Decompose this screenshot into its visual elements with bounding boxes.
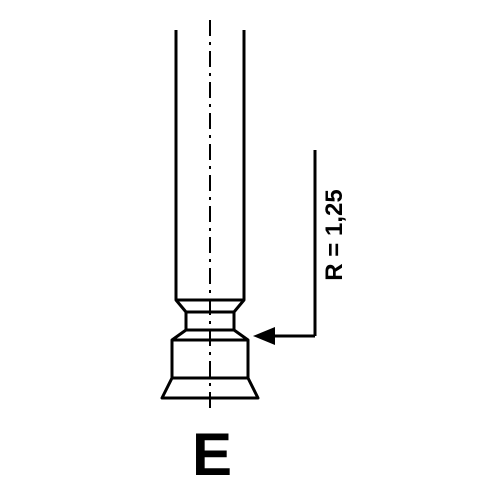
- diagram-canvas: E R = 1,25: [0, 0, 500, 500]
- radius-label: R = 1,25: [321, 189, 349, 280]
- leader-arrowhead: [253, 327, 275, 345]
- valve-diagram-svg: [0, 0, 500, 500]
- diagram-letter: E: [192, 420, 232, 489]
